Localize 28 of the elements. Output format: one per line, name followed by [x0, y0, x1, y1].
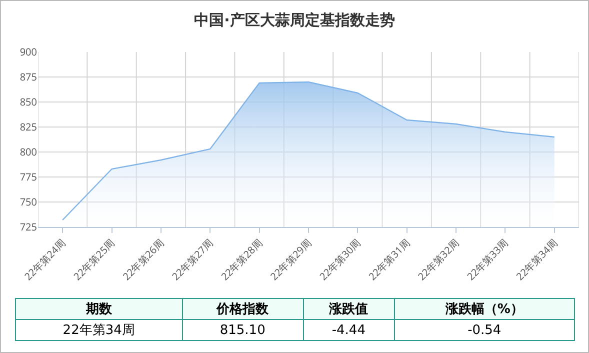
text: 涨跌幅（%）	[394, 298, 574, 320]
y-tick-label: 850	[20, 94, 38, 108]
x-tick-label: 22年第32周	[414, 236, 462, 284]
x-tick-label: 22年第25周	[70, 236, 118, 284]
x-tick-label: 22年第33周	[464, 236, 511, 284]
x-tick-label: 22年第24周	[20, 236, 68, 284]
text: 期数	[16, 298, 182, 320]
y-tick-label: 775	[20, 170, 38, 184]
x-tick-label: 22年第30周	[316, 236, 364, 284]
text: 22年第34周	[16, 320, 182, 340]
text: 价格指数	[182, 298, 304, 320]
text: 涨跌值	[303, 298, 394, 320]
x-tick-label: 22年第31周	[365, 236, 413, 284]
text: -0.54	[394, 320, 574, 340]
y-tick-label: 875	[20, 70, 38, 84]
y-tick-label: 825	[20, 120, 38, 134]
text: 815.10	[182, 320, 304, 340]
y-tick-label: 750	[20, 194, 38, 208]
x-tick-label: 22年第28周	[218, 236, 265, 284]
y-tick-label: 900	[20, 44, 38, 58]
x-tick-label: 22年第34周	[512, 236, 560, 284]
y-tick-label: 725	[20, 220, 38, 234]
x-tick-label: 22年第26周	[119, 236, 167, 284]
text: -4.44	[303, 320, 394, 340]
chart-title: 中国·产区大蒜周定基指数走势	[194, 11, 395, 30]
y-tick-label: 800	[20, 144, 38, 158]
x-tick-label: 22年第29周	[266, 236, 314, 284]
x-tick-label: 22年第27周	[168, 236, 216, 284]
